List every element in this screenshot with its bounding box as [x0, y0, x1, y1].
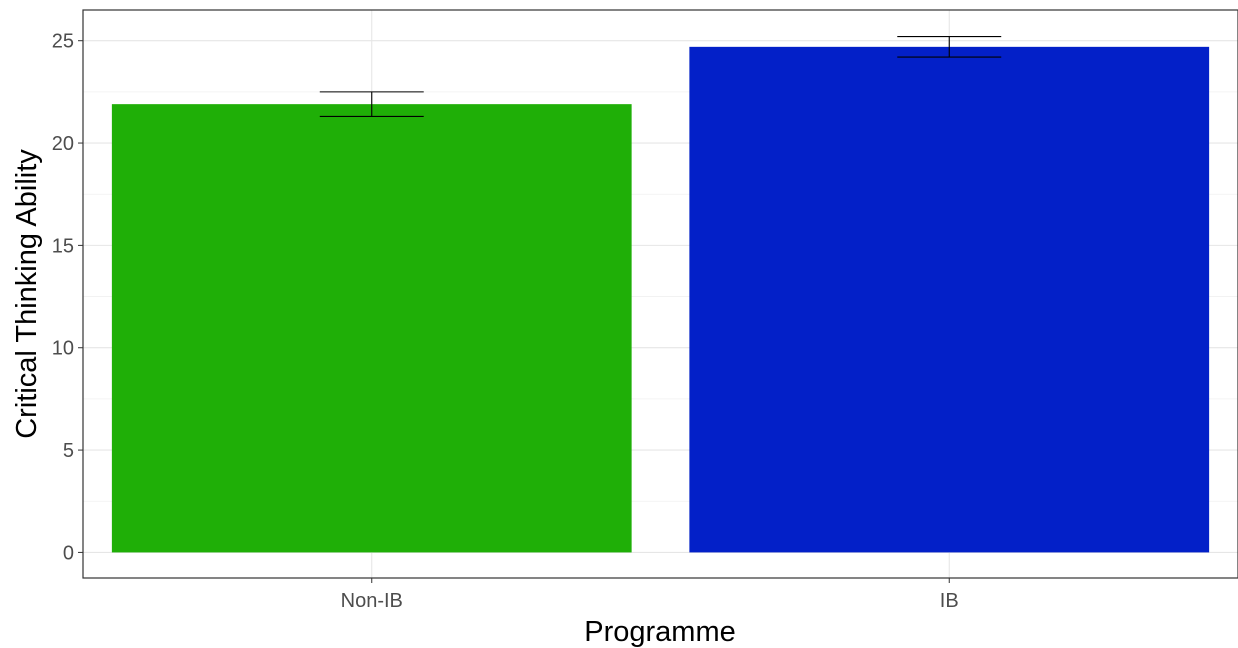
- error-bars: [319, 36, 1002, 117]
- x-axis: Non-IB IB: [341, 578, 959, 612]
- y-tick-label: 15: [52, 235, 74, 257]
- y-axis: 0 5 10 15 20 25: [52, 31, 83, 564]
- x-axis-title: Programme: [584, 616, 736, 648]
- x-tick-label: IB: [940, 590, 959, 612]
- y-tick-label: 5: [63, 440, 74, 462]
- x-tick-label: Non-IB: [341, 590, 403, 612]
- y-tick-label: 20: [52, 133, 74, 155]
- y-axis-title: Critical Thinking Ability: [11, 149, 43, 439]
- error-bar: [897, 36, 1002, 58]
- bars: [111, 46, 1210, 553]
- y-tick-label: 25: [52, 31, 74, 53]
- bar-ib: [689, 46, 1210, 553]
- error-bar: [319, 91, 424, 117]
- bar-non-ib: [111, 104, 632, 553]
- y-tick-label: 10: [52, 338, 74, 360]
- plot-panel-border: [82, 9, 1238, 579]
- y-tick-label: 0: [63, 542, 74, 564]
